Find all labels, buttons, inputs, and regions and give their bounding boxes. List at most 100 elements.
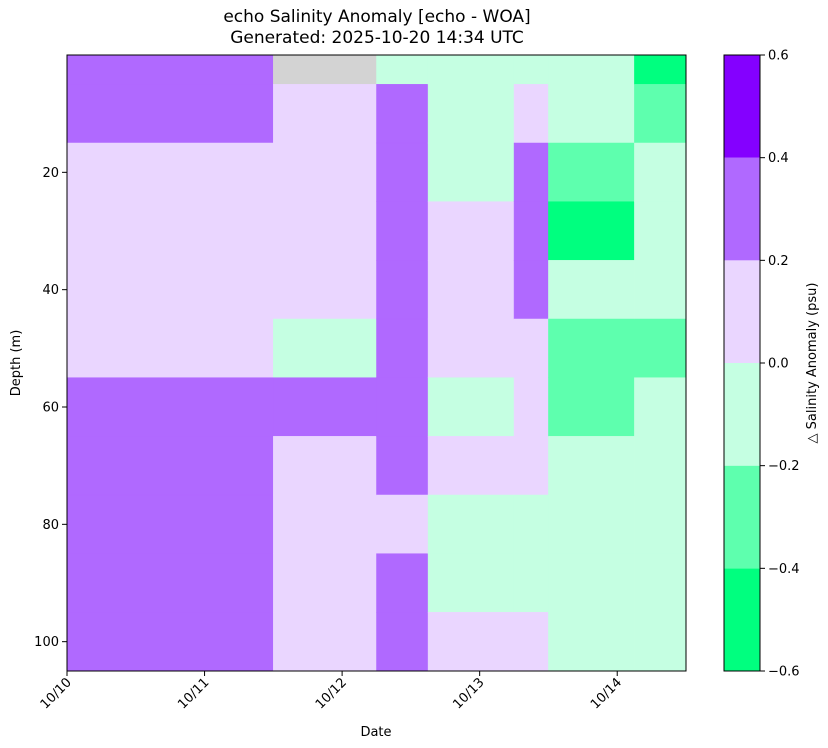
heatmap-cell [273, 142, 377, 202]
colorbar-tick-label: 0.0 [768, 357, 789, 372]
heatmap-cell [273, 494, 377, 554]
heatmap-cell [376, 553, 429, 613]
y-tick-label: 100 [34, 635, 59, 650]
heatmap-cell [513, 318, 549, 378]
heatmap-cell [634, 260, 687, 320]
colorbar-band [724, 568, 760, 671]
heatmap-cell [273, 54, 377, 85]
chart-title-line2: Generated: 2025-10-20 14:34 UTC [230, 28, 524, 48]
x-axis-label: Date [360, 725, 391, 740]
heatmap-cell [634, 54, 687, 85]
heatmap-cell [66, 318, 274, 378]
heatmap-cell [376, 84, 429, 144]
heatmap-cell [548, 436, 635, 496]
y-tick-label: 80 [42, 518, 59, 533]
heatmap-cell [548, 201, 635, 261]
colorbar-label: △ Salinity Anomaly (psu) [805, 283, 820, 444]
colorbar-band [724, 157, 760, 261]
heatmap-cell [513, 84, 549, 144]
heatmap-cell [427, 54, 515, 85]
heatmap-cell [376, 54, 429, 85]
heatmap-cell [376, 260, 429, 320]
heatmap-cell [376, 377, 429, 437]
heatmap-cell [66, 612, 274, 672]
heatmap-cell [66, 377, 274, 437]
heatmap-cell [66, 436, 274, 496]
heatmap-cell [513, 201, 549, 261]
heatmap-cell [548, 318, 635, 378]
heatmap-cell [634, 318, 687, 378]
colorbar-tick-label: −0.4 [768, 562, 800, 577]
heatmap-cell [634, 142, 687, 202]
heatmap-cell [273, 201, 377, 261]
heatmap-cell [273, 553, 377, 613]
heatmap-cell [273, 318, 377, 378]
y-tick-label: 20 [42, 166, 59, 181]
heatmap-cell [427, 377, 515, 437]
colorbar-band [724, 55, 760, 158]
heatmap-cell [427, 142, 515, 202]
heatmap-cell [273, 612, 377, 672]
heatmap-cell [66, 201, 274, 261]
heatmap-cell [548, 142, 635, 202]
colorbar-band [724, 465, 760, 569]
heatmap-cell [427, 260, 515, 320]
x-tick-label: 10/13 [450, 675, 487, 712]
heatmap-cell [427, 201, 515, 261]
colorbar-cells [724, 55, 760, 671]
heatmap-cell [548, 612, 635, 672]
heatmap-cell [427, 318, 515, 378]
heatmap-cell [634, 553, 687, 613]
x-tick-label: 10/10 [38, 675, 75, 712]
heatmap-cells [66, 54, 687, 672]
heatmap-cell [548, 54, 635, 85]
heatmap-cell [376, 318, 429, 378]
heatmap-cell [548, 553, 635, 613]
y-tick-label: 40 [42, 283, 59, 298]
colorbar-tick-label: 0.4 [768, 151, 789, 166]
heatmap-cell [427, 553, 515, 613]
heatmap-cell [66, 553, 274, 613]
x-tick-label: 10/14 [588, 675, 625, 712]
heatmap-cell [273, 260, 377, 320]
heatmap-cell [66, 260, 274, 320]
heatmap-cell [376, 612, 429, 672]
heatmap-cell [273, 377, 377, 437]
heatmap-cell [513, 54, 549, 85]
heatmap-cell [427, 84, 515, 144]
heatmap-cell [427, 494, 515, 554]
colorbar-tick-label: 0.2 [768, 254, 789, 269]
heatmap-cell [427, 612, 515, 672]
heatmap-cell [427, 436, 515, 496]
heatmap-cell [548, 84, 635, 144]
heatmap-cell [513, 142, 549, 202]
heatmap-cell [513, 436, 549, 496]
chart-title-line1: echo Salinity Anomaly [echo - WOA] [223, 7, 531, 27]
colorbar-band [724, 363, 760, 466]
heatmap-cell [548, 377, 635, 437]
heatmap-cell [634, 436, 687, 496]
heatmap-cell [513, 612, 549, 672]
heatmap-cell [273, 84, 377, 144]
heatmap-cell [376, 201, 429, 261]
heatmap-cell [548, 260, 635, 320]
colorbar-tick-label: 0.6 [768, 49, 789, 64]
heatmap-cell [634, 84, 687, 144]
heatmap-cell [66, 84, 274, 144]
heatmap-cell [376, 494, 429, 554]
heatmap-cell [634, 201, 687, 261]
x-tick-label: 10/12 [313, 675, 350, 712]
heatmap-cell [634, 377, 687, 437]
heatmap-cell [634, 494, 687, 554]
heatmap-cell [66, 142, 274, 202]
heatmap-cell [513, 377, 549, 437]
y-axis-label: Depth (m) [9, 330, 24, 397]
x-tick-label: 10/11 [175, 675, 212, 712]
heatmap-cell [66, 494, 274, 554]
colorbar-band [724, 260, 760, 363]
heatmap-cell [548, 494, 635, 554]
heatmap-cell [66, 54, 274, 85]
heatmap-cell [513, 260, 549, 320]
colorbar-tick-label: −0.2 [768, 459, 800, 474]
